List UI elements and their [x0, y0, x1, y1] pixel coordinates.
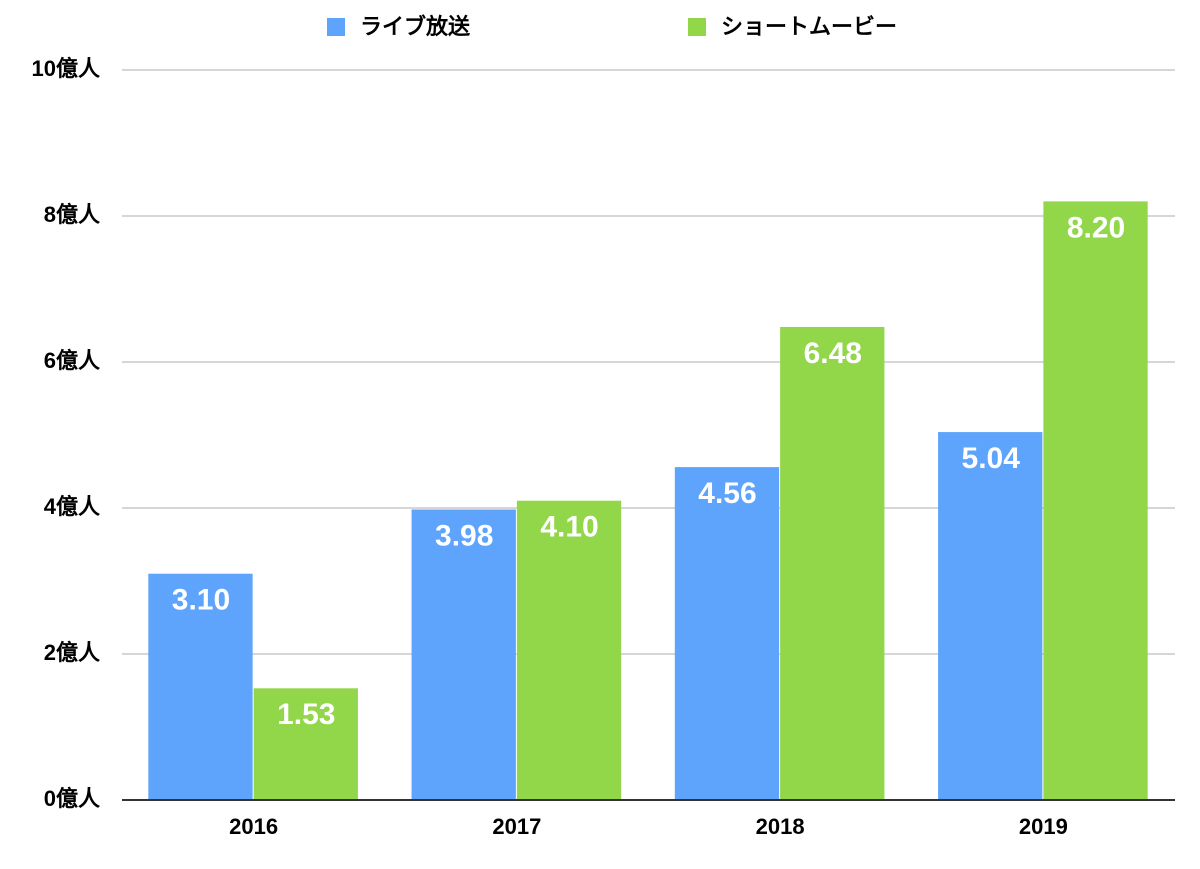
data-label: 3.10 — [172, 584, 230, 617]
y-tick-label: 10億人 — [32, 56, 100, 81]
bar — [1043, 201, 1148, 800]
data-label: 1.53 — [277, 698, 335, 731]
bar — [780, 326, 885, 800]
legend-label: ショートムービー — [721, 14, 897, 39]
x-tick-label: 2017 — [492, 814, 541, 839]
legend-swatch — [688, 18, 706, 36]
bar — [411, 509, 516, 800]
data-label: 4.56 — [698, 477, 756, 510]
bar — [253, 688, 358, 800]
data-label: 4.10 — [540, 511, 598, 544]
legend-swatch — [327, 18, 345, 36]
data-label: 5.04 — [962, 442, 1021, 475]
bar — [674, 467, 780, 800]
y-tick-label: 2億人 — [44, 640, 100, 665]
bar — [516, 500, 622, 800]
y-tick-label: 4億人 — [44, 494, 100, 519]
y-tick-label: 8億人 — [44, 202, 100, 227]
data-label: 8.20 — [1067, 211, 1125, 244]
bar — [148, 573, 253, 800]
y-tick-label: 0億人 — [44, 786, 100, 811]
data-label: 3.98 — [435, 519, 493, 552]
legend-label: ライブ放送 — [360, 14, 470, 39]
data-label: 6.48 — [804, 337, 862, 370]
x-tick-label: 2018 — [756, 814, 805, 839]
bar — [938, 432, 1043, 800]
x-tick-label: 2019 — [1019, 814, 1068, 839]
y-tick-label: 6億人 — [44, 348, 100, 373]
x-tick-label: 2016 — [229, 814, 278, 839]
